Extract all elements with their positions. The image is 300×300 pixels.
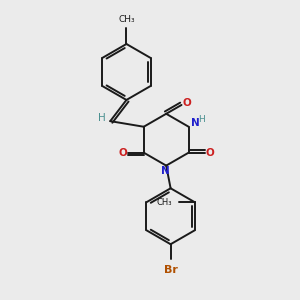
Text: Br: Br — [164, 265, 178, 275]
Text: CH₃: CH₃ — [118, 15, 135, 24]
Text: O: O — [182, 98, 191, 109]
Text: O: O — [119, 148, 128, 158]
Text: N: N — [191, 118, 200, 128]
Text: O: O — [206, 148, 214, 158]
Text: H: H — [199, 115, 205, 124]
Text: H: H — [98, 112, 106, 123]
Text: N: N — [161, 166, 170, 176]
Text: CH₃: CH₃ — [157, 198, 172, 207]
